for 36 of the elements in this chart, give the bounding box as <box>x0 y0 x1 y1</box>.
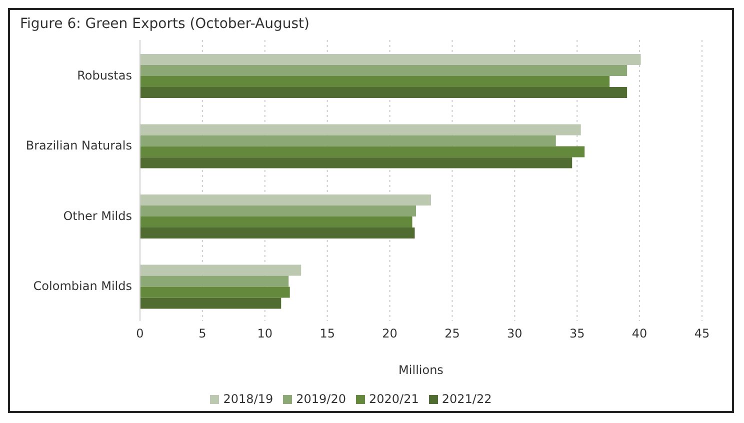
bar <box>140 298 282 309</box>
x-tick-label: 5 <box>198 326 206 341</box>
bar <box>140 76 610 88</box>
bar <box>140 135 556 146</box>
legend-label: 2018/19 <box>223 392 274 406</box>
bar <box>140 206 416 217</box>
y-tick-label: Other Milds <box>63 208 132 223</box>
bar <box>140 87 628 98</box>
legend-label: 2019/20 <box>296 392 346 406</box>
bar <box>140 65 628 76</box>
bar <box>140 276 289 287</box>
legend-label: 2020/21 <box>369 392 419 406</box>
bar <box>140 146 585 158</box>
bar <box>140 157 572 168</box>
legend-label: 2021/22 <box>442 392 492 406</box>
bar <box>140 54 641 66</box>
bar <box>140 286 290 298</box>
x-tick-label: 15 <box>320 326 335 341</box>
bar <box>140 194 431 206</box>
x-tick-label: 45 <box>694 326 710 341</box>
bar <box>140 264 302 276</box>
x-tick-label: 25 <box>444 326 460 341</box>
y-tick-label: Colombian Milds <box>33 279 132 294</box>
x-tick-label: 10 <box>257 326 273 341</box>
chart-title: Figure 6: Green Exports (October-August) <box>20 16 310 32</box>
x-tick-label: 40 <box>632 326 648 341</box>
y-tick-label: Brazilian Naturals <box>26 138 132 153</box>
x-tick-label: 30 <box>507 326 522 341</box>
bar <box>140 124 581 136</box>
x-axis-title: Millions <box>398 363 444 377</box>
bar <box>140 228 415 239</box>
y-tick-label: Robustas <box>77 68 132 82</box>
x-tick-label: 0 <box>136 326 144 341</box>
x-tick-label: 20 <box>382 326 398 341</box>
bar <box>140 216 412 228</box>
x-tick-label: 35 <box>569 326 585 341</box>
